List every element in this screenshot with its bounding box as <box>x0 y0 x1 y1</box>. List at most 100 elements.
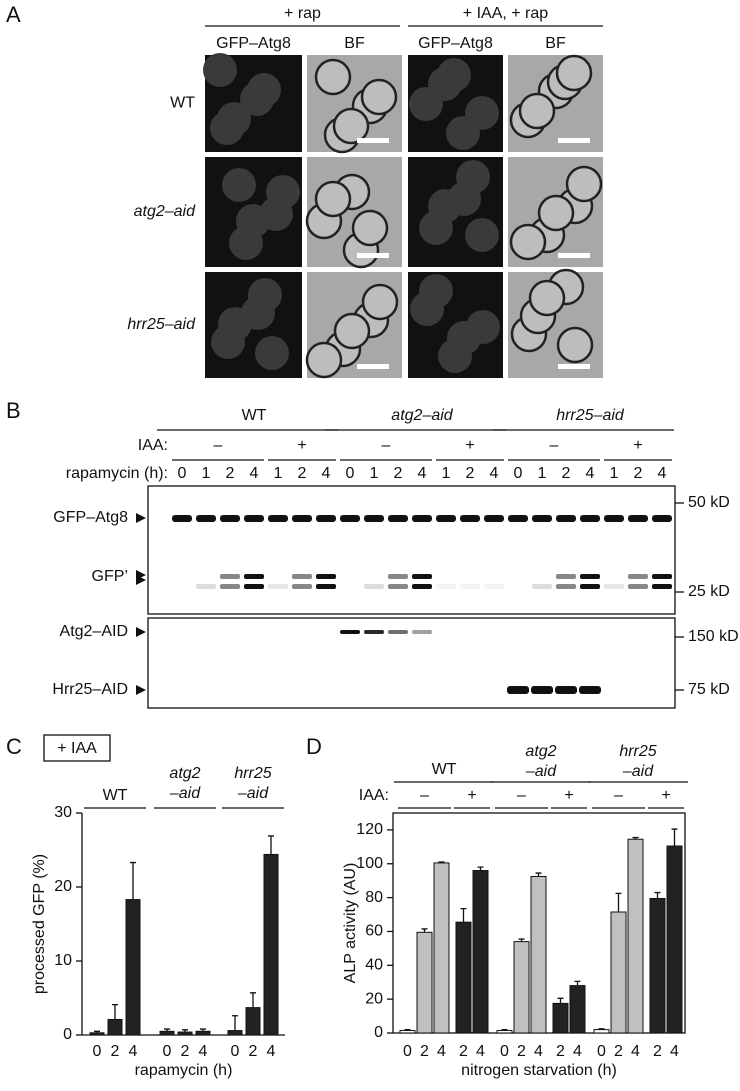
cell <box>314 180 352 218</box>
strain-label: WT <box>242 407 267 424</box>
x-tick-label: 4 <box>670 1043 679 1060</box>
group-label: –aid <box>525 763 557 780</box>
bar <box>569 985 586 1034</box>
scale-bar <box>558 253 590 258</box>
band <box>244 574 264 579</box>
cell <box>248 278 282 312</box>
iaa-sign: – <box>614 787 623 804</box>
y-tick-label: 80 <box>365 889 383 906</box>
x-tick-label: 4 <box>534 1043 543 1060</box>
cell <box>305 341 343 379</box>
cell <box>446 116 480 150</box>
lane-label: 0 <box>514 465 523 482</box>
cell <box>509 223 547 261</box>
lane-label: 1 <box>442 465 451 482</box>
band <box>196 584 216 589</box>
iaa-sign: – <box>214 437 223 454</box>
band <box>172 515 192 522</box>
band <box>484 584 504 589</box>
band <box>316 584 336 589</box>
band <box>196 515 216 522</box>
lane-label: 1 <box>202 465 211 482</box>
error-bar <box>182 1029 188 1033</box>
bar <box>125 899 141 1036</box>
error-bar <box>164 1028 170 1032</box>
error-bar <box>518 938 525 942</box>
bar <box>455 921 472 1034</box>
cell <box>361 283 399 321</box>
lane-label: 1 <box>610 465 619 482</box>
size-marker: 25 kD <box>688 583 730 600</box>
x-tick-label: 2 <box>614 1043 623 1060</box>
column-label: GFP–Atg8 <box>418 35 493 52</box>
bar <box>627 838 644 1034</box>
band <box>436 584 456 589</box>
lane-label: 4 <box>322 465 331 482</box>
row-label: hrr25–aid <box>127 316 196 333</box>
lane-label: 2 <box>634 465 643 482</box>
band <box>220 574 240 579</box>
y-tick-label: 60 <box>365 923 383 940</box>
band <box>364 515 384 522</box>
band <box>628 584 648 589</box>
band <box>244 515 264 522</box>
error-bar <box>477 866 484 871</box>
error-bar <box>421 928 428 933</box>
y-axis-label: processed GFP (%) <box>31 854 48 994</box>
lane-label: 0 <box>346 465 355 482</box>
band <box>532 515 552 522</box>
band <box>412 584 432 589</box>
bar <box>399 1029 416 1034</box>
cell <box>266 175 300 209</box>
band <box>220 515 240 522</box>
error-bar <box>632 836 639 840</box>
group-label: –aid <box>237 785 269 802</box>
cell <box>428 189 462 223</box>
y-tick-label: 0 <box>63 1026 72 1043</box>
bar <box>177 1031 193 1036</box>
band <box>340 515 360 522</box>
cell <box>555 54 593 92</box>
band <box>628 515 648 522</box>
band <box>460 515 480 522</box>
lane-label: 4 <box>250 465 259 482</box>
error-bar <box>438 861 445 863</box>
lane-label: 2 <box>394 465 403 482</box>
cell <box>351 209 389 247</box>
bar <box>649 897 666 1034</box>
arrowhead <box>136 627 146 637</box>
band <box>460 584 480 589</box>
cell <box>447 321 481 355</box>
iaa-sign: – <box>382 437 391 454</box>
bar <box>610 911 627 1034</box>
panel-label: A <box>6 2 21 27</box>
cell <box>419 274 453 308</box>
x-tick-label: 0 <box>597 1043 606 1060</box>
lane-label: 4 <box>586 465 595 482</box>
lane-label: 4 <box>658 465 667 482</box>
error-bar <box>94 1030 100 1033</box>
y-tick-label: 0 <box>374 1024 383 1041</box>
cell <box>465 218 499 252</box>
band <box>316 574 336 579</box>
cell <box>518 92 556 130</box>
time-label: rapamycin (h): <box>66 465 168 482</box>
cell <box>203 53 237 87</box>
x-tick-label: 2 <box>653 1043 662 1060</box>
condition-label: + rap <box>284 5 321 22</box>
bar <box>593 1029 610 1034</box>
bar <box>496 1029 513 1034</box>
cell <box>333 312 371 350</box>
iaa-sign: + <box>297 437 306 454</box>
cell <box>314 58 352 96</box>
band <box>484 515 504 522</box>
band <box>579 686 601 694</box>
x-tick-label: 2 <box>181 1043 190 1060</box>
error-bar <box>501 1028 508 1031</box>
x-tick-label: 4 <box>129 1043 138 1060</box>
band <box>436 515 456 522</box>
error-bar <box>460 907 467 923</box>
y-tick-label: 10 <box>54 952 72 969</box>
bar <box>107 1018 123 1036</box>
